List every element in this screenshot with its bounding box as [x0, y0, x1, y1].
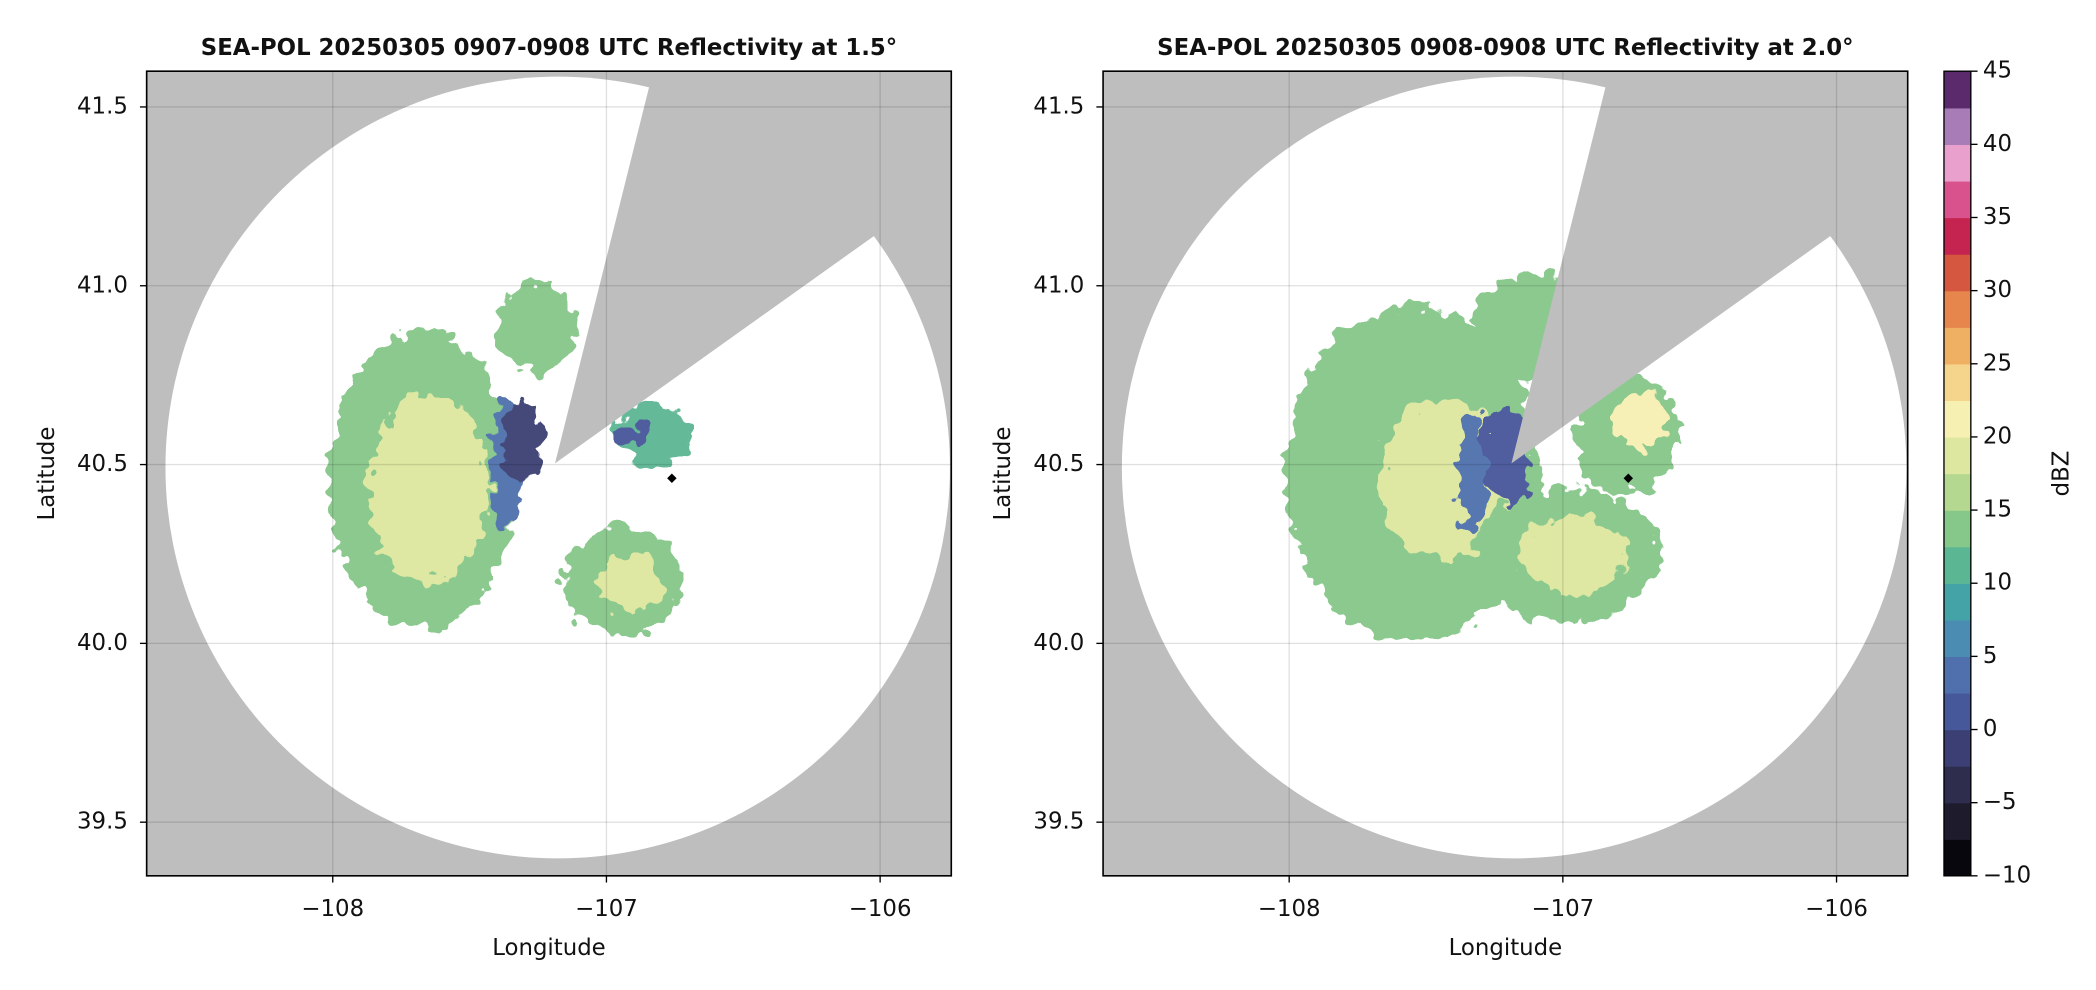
blocked-sector — [1511, 71, 1908, 464]
echo — [1519, 514, 1627, 596]
colorbar-band — [1943, 71, 1971, 109]
y-tick-label: 41.0 — [77, 272, 128, 298]
colorbar-band — [1943, 583, 1971, 621]
colorbar-tick-label: 45 — [1983, 58, 2012, 84]
echo — [495, 279, 577, 374]
echo — [610, 425, 651, 448]
y-tick-label: 39.5 — [77, 809, 128, 835]
colorbar-tick-label: 20 — [1983, 423, 2012, 449]
plot-area — [1103, 71, 1908, 876]
colorbar-band — [1943, 546, 1971, 584]
x-axis-label: Longitude — [492, 935, 606, 961]
colorbar-tick-label: 30 — [1983, 277, 2012, 303]
echo — [1459, 413, 1486, 535]
frame — [1102, 70, 1909, 877]
colorbar-tick-label: 5 — [1983, 643, 1998, 669]
colorbar-tick-label: 35 — [1983, 204, 2012, 230]
echo — [1613, 393, 1668, 448]
colorbar-tick-label: 0 — [1983, 716, 1998, 742]
reflectivity — [1284, 272, 1681, 643]
colorbar-tick-label: 15 — [1983, 497, 2012, 523]
x-tick-label: −107 — [575, 896, 638, 922]
plot: −108 −107 −106 39.5 40.0 40.5 41.0 41.5 SEA-POL … — [34, 35, 953, 961]
chart-title: SEA-POL 20250305 0907-0908 UTC Reflectiv… — [201, 35, 897, 61]
blocked-sector — [555, 71, 952, 464]
y-tick-label: 40.0 — [1033, 630, 1084, 656]
y-axis-label: Latitude — [34, 427, 60, 521]
colorbar-label: dBZ — [2049, 451, 2075, 497]
y-tick-label: 39.5 — [1033, 809, 1084, 835]
colorbar-band — [1943, 144, 1971, 182]
site-marker — [1623, 473, 1634, 483]
x-axis-label: Longitude — [1449, 935, 1563, 961]
colorbar-band — [1943, 839, 1971, 877]
y-tick-label: 40.0 — [77, 630, 128, 656]
plot-area — [146, 71, 952, 876]
frame — [145, 70, 953, 877]
x-tick-label: −106 — [849, 896, 912, 922]
y-tick-label: 41.0 — [1033, 272, 1084, 298]
colorbar-band — [1943, 400, 1971, 438]
colorbar-band — [1943, 363, 1971, 402]
colorbar-band — [1943, 327, 1971, 365]
x-tick-label: −108 — [1258, 896, 1321, 922]
colorbar-band — [1943, 766, 1971, 804]
colorbar-band — [1943, 436, 1971, 475]
x-tick-label: −108 — [301, 896, 364, 922]
y-tick-label: 41.5 — [77, 93, 128, 119]
colorbar-tick-label: 10 — [1983, 570, 2012, 596]
y-tick-label: 40.5 — [1033, 451, 1084, 477]
colorbar-band — [1943, 180, 1971, 219]
colorbar-band — [1943, 254, 1971, 292]
site-marker — [667, 473, 677, 483]
colorbar-band — [1943, 510, 1971, 548]
colorbar-tick-label: 25 — [1983, 350, 2012, 376]
x-tick-label: −107 — [1532, 896, 1595, 922]
x-tick-label: −106 — [1805, 896, 1868, 922]
colorbar-tick-label: 40 — [1983, 131, 2012, 157]
colorbar-band — [1943, 217, 1971, 255]
colorbar: −10 −5 0 5 10 15 20 25 30 35 40 45 dBZ — [1943, 58, 2075, 888]
colorbar-band — [1943, 107, 1971, 146]
chart-title: SEA-POL 20250305 0908-0908 UTC Reflectiv… — [1157, 35, 1853, 61]
colorbar-frame — [1943, 70, 1972, 877]
colorbar-band — [1943, 619, 1971, 658]
echo — [502, 400, 543, 481]
reflectivity — [328, 279, 691, 636]
colorbar-band — [1943, 692, 1971, 731]
y-axis-label: Latitude — [990, 427, 1016, 521]
echo — [596, 554, 664, 609]
echo — [368, 393, 490, 582]
colorbar-band — [1943, 802, 1971, 840]
echo — [610, 404, 691, 464]
colorbar-band — [1943, 290, 1971, 328]
plot: −108 −107 −106 39.5 40.0 40.5 41.0 41.5 SEA-POL … — [990, 35, 1909, 961]
y-tick-label: 40.5 — [77, 451, 128, 477]
colorbar-band — [1943, 729, 1971, 767]
colorbar-band — [1943, 656, 1971, 694]
colorbar-band — [1943, 473, 1971, 511]
echo — [1479, 407, 1533, 502]
colorbar-tick-label: −10 — [1983, 862, 2031, 888]
y-tick-label: 41.5 — [1033, 93, 1084, 119]
colorbar-tick-label: −5 — [1983, 789, 2017, 815]
